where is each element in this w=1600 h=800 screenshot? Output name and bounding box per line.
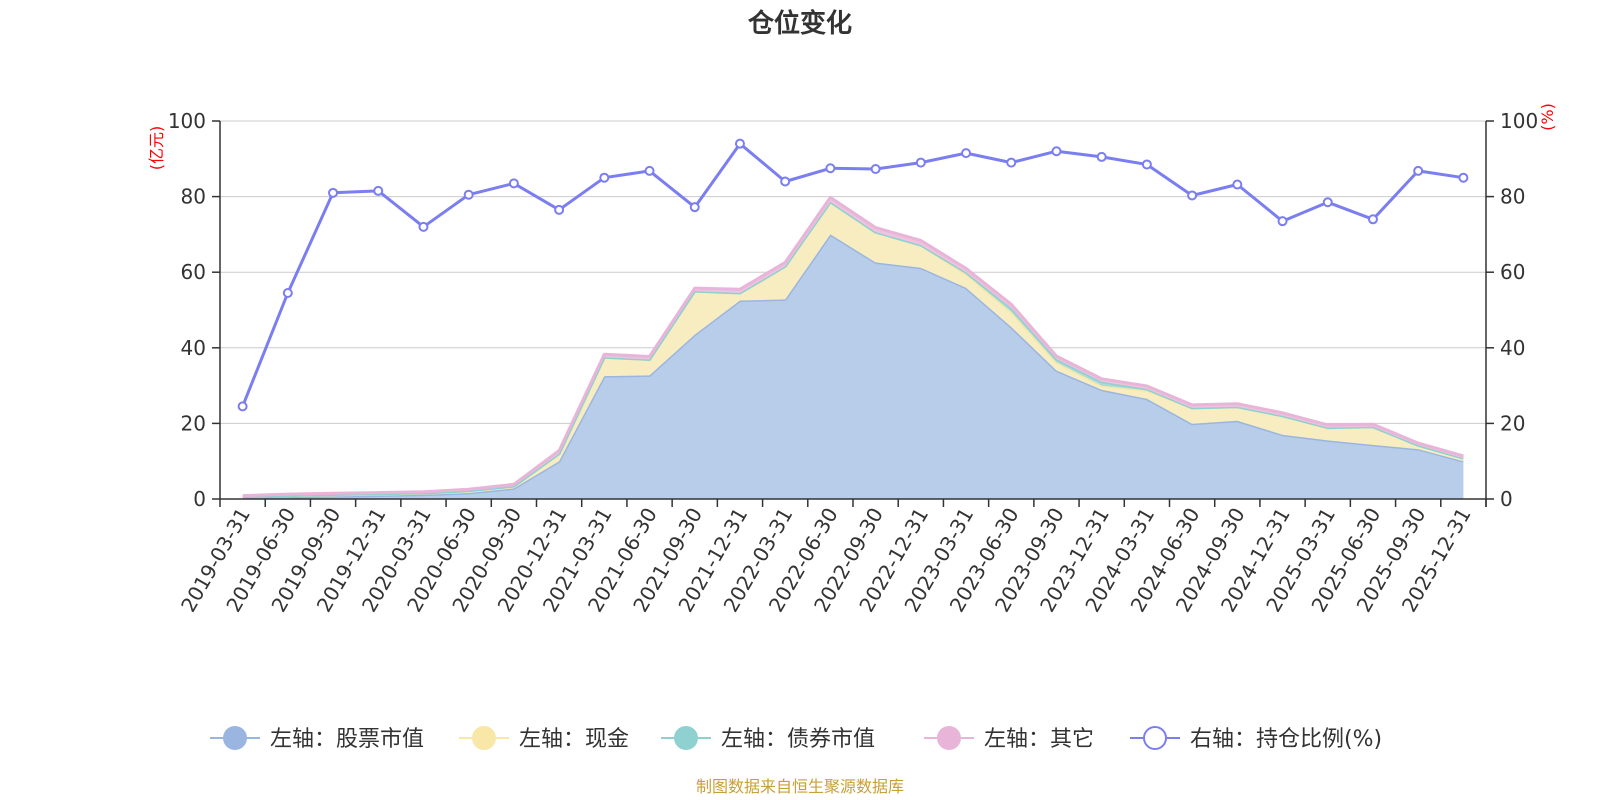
legend-label: 左轴：现金 xyxy=(519,727,629,752)
left-axis-tick-label: 60 xyxy=(181,260,206,284)
ratio-point xyxy=(1232,179,1243,190)
ratio-point xyxy=(237,401,248,412)
area-fill xyxy=(242,234,1464,499)
ratio-point xyxy=(1322,197,1333,208)
right-axis-tick-label: 20 xyxy=(1500,411,1525,435)
data-source-note: 制图数据来自恒生聚源数据库 xyxy=(696,777,904,796)
ratio-point xyxy=(508,178,519,189)
ratio-point xyxy=(1413,165,1424,176)
legend-label: 左轴：债券市值 xyxy=(721,727,875,752)
left-axis-tick-label: 0 xyxy=(193,487,206,511)
right-axis-tick-label: 0 xyxy=(1500,487,1513,511)
legend-marker xyxy=(674,726,698,750)
ratio-point xyxy=(961,148,972,159)
ratio-line-series xyxy=(237,138,1469,412)
ratio-point xyxy=(1051,146,1062,157)
legend-label: 右轴：持仓比例(%) xyxy=(1190,727,1382,752)
left-axis-unit: (亿元) xyxy=(147,126,166,171)
right-axis-unit: (%) xyxy=(1538,103,1557,131)
area-line xyxy=(242,195,1464,498)
left-axis-tick-label: 100 xyxy=(168,109,206,133)
ratio-point xyxy=(282,287,293,298)
chart-title: 仓位变化 xyxy=(747,8,852,39)
legend-marker xyxy=(223,726,247,750)
ratio-point xyxy=(1367,214,1378,225)
ratio-point xyxy=(915,157,926,168)
left-axis-tick-label: 80 xyxy=(181,185,206,209)
right-axis-tick-label: 100 xyxy=(1500,109,1538,133)
legend: 左轴：股票市值 左轴：现金 左轴：债券市值 左轴：其它 右轴：持仓比例(%) xyxy=(210,726,1382,752)
ratio-point xyxy=(1141,159,1152,170)
ratio-point xyxy=(599,172,610,183)
ratio-point xyxy=(870,164,881,175)
ratio-point xyxy=(418,221,429,232)
legend-marker xyxy=(937,726,961,750)
ratio-line xyxy=(241,142,1464,407)
ratio-point xyxy=(554,204,565,215)
area-series xyxy=(242,195,1464,500)
ratio-point xyxy=(825,163,836,174)
ratio-point xyxy=(689,202,700,213)
ratio-point xyxy=(328,187,339,198)
legend-marker xyxy=(472,726,496,750)
ratio-point xyxy=(1187,190,1198,201)
ratio-point xyxy=(1458,172,1469,183)
ratio-point xyxy=(1277,216,1288,227)
ratio-point xyxy=(463,189,474,200)
left-axis-tick-label: 20 xyxy=(181,411,206,435)
legend-label: 左轴：其它 xyxy=(984,727,1094,752)
right-axis-tick-label: 60 xyxy=(1500,260,1525,284)
ratio-point xyxy=(780,176,791,187)
ratio-point xyxy=(1006,157,1017,168)
left-axis-tick-label: 40 xyxy=(181,336,206,360)
legend-marker xyxy=(1143,726,1167,750)
ratio-point xyxy=(373,185,384,196)
ratio-point xyxy=(734,138,745,149)
ratio-point xyxy=(644,165,655,176)
ratio-point xyxy=(1096,151,1107,162)
right-axis-tick-label: 40 xyxy=(1500,336,1525,360)
right-axis-tick-label: 80 xyxy=(1500,185,1525,209)
legend-label: 左轴：股票市值 xyxy=(270,727,424,752)
